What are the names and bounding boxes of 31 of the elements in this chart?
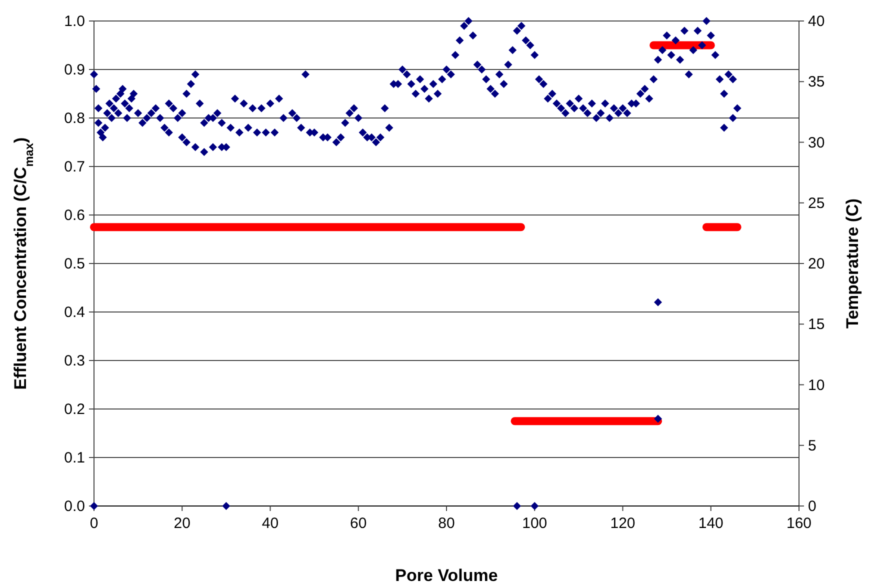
y2-tick-label: 15 bbox=[808, 316, 825, 334]
y-tick-label: 0.6 bbox=[64, 207, 85, 224]
y2-tick-label: 0 bbox=[808, 498, 816, 515]
x-tick-label: 140 bbox=[698, 515, 724, 532]
y-tick-label: 0.8 bbox=[64, 110, 85, 127]
y-tick-label: 0.5 bbox=[64, 256, 85, 272]
y2-axis-title: Temperature (C) bbox=[843, 198, 862, 329]
x-tick-label: 0 bbox=[90, 515, 98, 532]
y2-tick-label: 10 bbox=[808, 376, 825, 394]
y-tick-label: 0.3 bbox=[64, 352, 85, 370]
y2-tick-label: 20 bbox=[808, 256, 825, 272]
x-tick-label: 100 bbox=[522, 515, 548, 532]
x-tick-label: 20 bbox=[174, 515, 190, 532]
x-tick-label: 40 bbox=[262, 515, 279, 532]
y2-tick-label: 25 bbox=[808, 194, 825, 212]
y-tick-label: 1.0 bbox=[64, 13, 85, 30]
y-tick-label: 0.0 bbox=[64, 498, 85, 515]
y2-tick-label: 5 bbox=[808, 437, 816, 454]
x-axis-title: Pore Volume bbox=[395, 566, 498, 585]
y-tick-label: 0.4 bbox=[64, 304, 85, 321]
y-tick-label: 0.2 bbox=[64, 401, 85, 418]
x-tick-label: 60 bbox=[350, 515, 367, 532]
y-tick-label: 0.1 bbox=[64, 450, 85, 466]
y-tick-label: 0.7 bbox=[64, 158, 85, 176]
y2-tick-label: 40 bbox=[808, 13, 825, 30]
x-tick-label: 80 bbox=[438, 515, 455, 532]
x-tick-label: 120 bbox=[610, 515, 636, 532]
y-tick-label: 0.9 bbox=[64, 62, 85, 78]
y2-tick-label: 35 bbox=[808, 74, 825, 91]
y2-tick-label: 30 bbox=[808, 134, 825, 152]
x-tick-label: 160 bbox=[786, 515, 812, 532]
